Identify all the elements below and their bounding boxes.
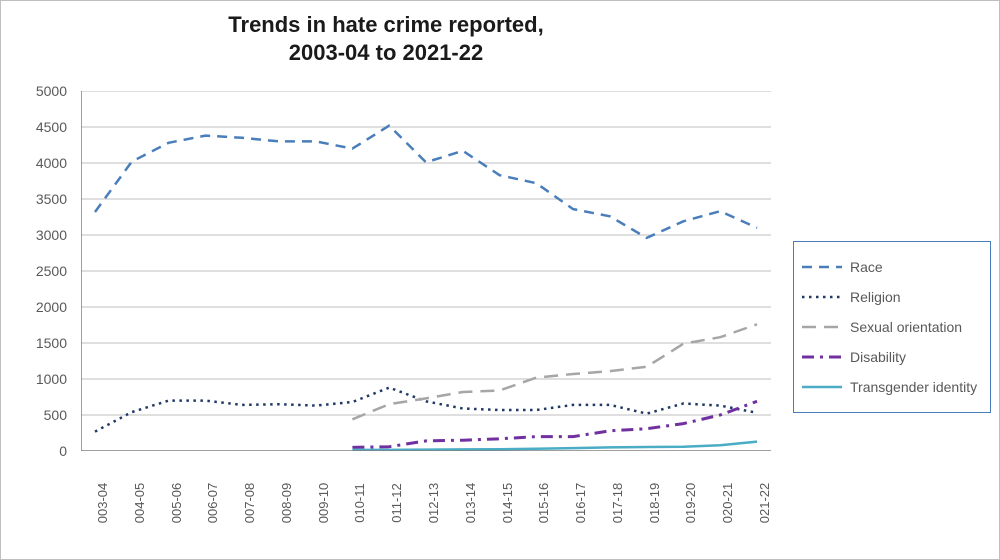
- chart-title-line-1: Trends in hate crime reported,: [228, 12, 543, 37]
- legend-label: Race: [850, 259, 883, 275]
- legend-swatch: [802, 377, 842, 397]
- legend-swatch: [802, 287, 842, 307]
- legend: Race Religion Sexual orientation Disability…: [793, 241, 991, 413]
- legend-item: Transgender identity: [802, 372, 982, 402]
- y-tick-label: 4500: [7, 119, 67, 135]
- series-race: [95, 126, 757, 238]
- x-tick-label: 004-05: [132, 483, 147, 523]
- legend-label: Transgender identity: [850, 379, 977, 395]
- y-tick-label: 1500: [7, 335, 67, 351]
- x-tick-label: 021-22: [757, 483, 772, 523]
- series-group: [95, 126, 757, 450]
- legend-swatch: [802, 347, 842, 367]
- x-tick-label: 017-18: [610, 483, 625, 523]
- x-tick-label: 011-12: [389, 483, 404, 523]
- chart-container: Trends in hate crime reported, 2003-04 t…: [0, 0, 1000, 560]
- x-tick-label: 018-19: [647, 483, 662, 523]
- x-axis-ticks: 003-04 004-05 005-06 006-07 007-08 008-09 009-…: [81, 457, 771, 552]
- x-tick-label: 016-17: [573, 483, 588, 523]
- y-tick-label: 3000: [7, 227, 67, 243]
- legend-item: Disability: [802, 342, 982, 372]
- legend-swatch: [802, 257, 842, 277]
- y-tick-label: 0: [7, 443, 67, 459]
- y-tick-label: 3500: [7, 191, 67, 207]
- y-tick-label: 500: [7, 407, 67, 423]
- x-tick-label: 020-21: [720, 483, 735, 523]
- chart-title: Trends in hate crime reported, 2003-04 t…: [1, 11, 771, 66]
- y-tick-label: 4000: [7, 155, 67, 171]
- x-tick-label: 014-15: [500, 483, 515, 523]
- y-tick-label: 2500: [7, 263, 67, 279]
- legend-item: Sexual orientation: [802, 312, 982, 342]
- chart-title-line-2: 2003-04 to 2021-22: [289, 40, 483, 65]
- x-tick-label: 019-20: [683, 483, 698, 523]
- x-tick-label: 003-04: [95, 483, 110, 523]
- legend-label: Disability: [850, 349, 906, 365]
- legend-swatch: [802, 317, 842, 337]
- legend-item: Race: [802, 252, 982, 282]
- legend-item: Religion: [802, 282, 982, 312]
- x-tick-label: 009-10: [316, 483, 331, 523]
- x-tick-label: 012-13: [426, 483, 441, 523]
- x-tick-label: 013-14: [463, 483, 478, 523]
- series-religion: [95, 388, 757, 432]
- plot-svg: [81, 91, 771, 451]
- x-tick-label: 007-08: [242, 483, 257, 523]
- grid-group: [81, 91, 771, 451]
- y-tick-label: 2000: [7, 299, 67, 315]
- x-tick-label: 005-06: [169, 483, 184, 523]
- series-disability: [352, 401, 757, 447]
- legend-label: Sexual orientation: [850, 319, 962, 335]
- x-tick-label: 010-11: [352, 483, 367, 523]
- y-tick-label: 1000: [7, 371, 67, 387]
- x-tick-label: 006-07: [205, 483, 220, 523]
- y-tick-label: 5000: [7, 83, 67, 99]
- plot-area: [81, 91, 771, 451]
- legend-label: Religion: [850, 289, 901, 305]
- x-tick-label: 008-09: [279, 483, 294, 523]
- x-tick-label: 015-16: [536, 483, 551, 523]
- y-axis-ticks: 0500100015002000250030003500400045005000: [1, 91, 71, 451]
